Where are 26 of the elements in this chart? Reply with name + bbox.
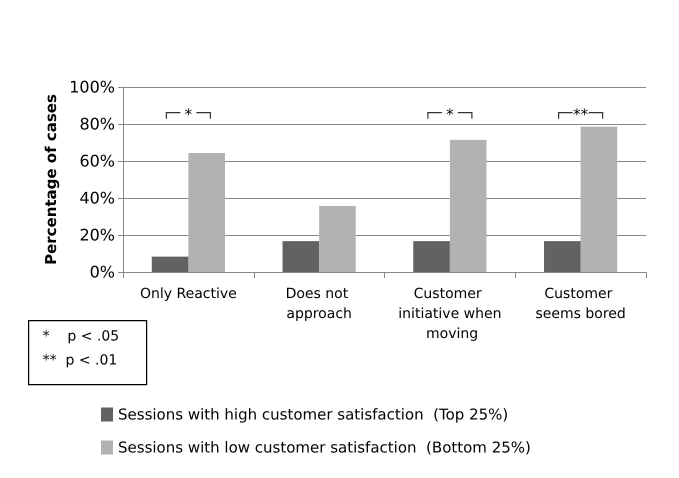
bar xyxy=(413,241,450,272)
bar xyxy=(282,241,320,272)
annotation: ** xyxy=(573,106,589,124)
bar xyxy=(544,241,581,272)
text: ** p < .01 xyxy=(42,352,118,369)
y-tick-label: 40% xyxy=(79,188,115,208)
y-axis-title: Percentage of cases xyxy=(42,94,60,265)
legend-label: Sessions with low customer satisfaction (Bottom 25%) xyxy=(118,438,531,456)
text: * p < .05 xyxy=(42,328,120,345)
annotation: * xyxy=(446,106,454,124)
y-tick-label: 100% xyxy=(69,78,115,96)
bar xyxy=(580,126,618,272)
legend-label: Sessions with high customer satisfaction (Top 25%) xyxy=(118,406,508,424)
y-tick-label: 20% xyxy=(79,226,115,244)
x-tick-label: Customer initiative when moving xyxy=(398,286,502,342)
bar xyxy=(188,153,225,272)
x-tick-label: Only Reactive xyxy=(140,286,237,302)
y-tick-label: 80% xyxy=(79,114,115,134)
y-tick-label: 60% xyxy=(79,152,115,170)
annotation: * xyxy=(184,106,193,124)
x-tick-label: Customer seems bored xyxy=(535,286,626,322)
x-tick-label: Does not approach xyxy=(286,286,353,322)
bar xyxy=(450,140,486,272)
y-tick-label: 0% xyxy=(90,262,115,282)
bar xyxy=(152,256,188,272)
bar xyxy=(319,206,356,272)
